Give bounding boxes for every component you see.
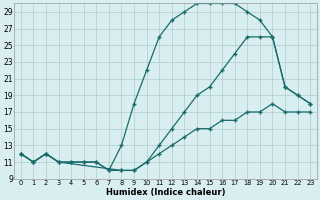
X-axis label: Humidex (Indice chaleur): Humidex (Indice chaleur) bbox=[106, 188, 225, 197]
